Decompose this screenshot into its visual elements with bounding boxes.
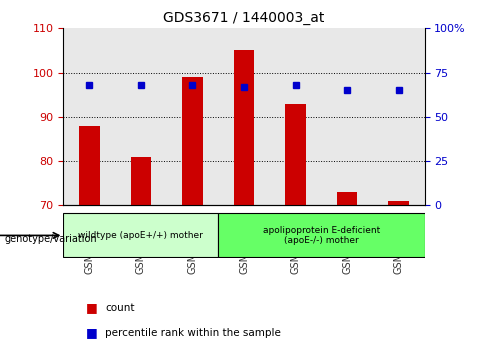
Text: ■: ■ bbox=[85, 326, 97, 339]
Bar bbox=[388, 201, 409, 205]
Bar bbox=[218, 213, 425, 257]
Text: GDS3671 / 1440003_at: GDS3671 / 1440003_at bbox=[163, 11, 325, 25]
Bar bbox=[337, 192, 358, 205]
Bar bbox=[234, 50, 254, 205]
Text: apolipoprotein E-deficient
(apoE-/-) mother: apolipoprotein E-deficient (apoE-/-) mot… bbox=[263, 226, 380, 245]
Text: genotype/variation: genotype/variation bbox=[5, 234, 98, 244]
Bar bbox=[285, 103, 306, 205]
Text: ■: ■ bbox=[85, 302, 97, 314]
Bar bbox=[79, 126, 100, 205]
Text: wildtype (apoE+/+) mother: wildtype (apoE+/+) mother bbox=[79, 231, 203, 240]
Bar bbox=[182, 77, 203, 205]
Bar bbox=[63, 213, 218, 257]
Text: count: count bbox=[105, 303, 134, 313]
Text: percentile rank within the sample: percentile rank within the sample bbox=[105, 328, 281, 338]
Bar bbox=[130, 156, 151, 205]
